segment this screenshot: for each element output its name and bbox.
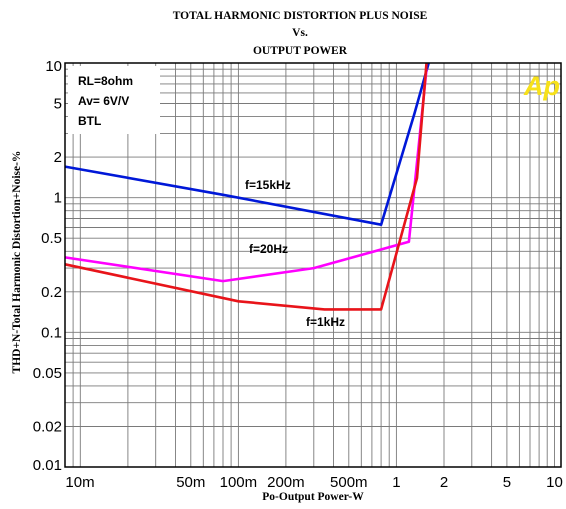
condition-mode: BTL bbox=[78, 114, 101, 128]
y-tick-label: 0.02 bbox=[33, 419, 62, 436]
series-label-1khz: f=1kHz bbox=[306, 315, 345, 329]
condition-gain: Av= 6V/V bbox=[78, 94, 129, 108]
x-tick-label: 5 bbox=[503, 474, 511, 491]
y-tick-label: 0.5 bbox=[41, 230, 62, 247]
x-tick-labels: 10m 50m 100m 200m 500m 1 2 5 10 bbox=[65, 474, 562, 491]
chart-title-line-3: OUTPUT POWER bbox=[253, 45, 348, 57]
conditions-box bbox=[68, 66, 160, 134]
y-tick-label: 0.05 bbox=[33, 365, 62, 382]
y-tick-labels: 10 5 2 1 0.5 0.2 0.1 0.05 0.02 0.01 bbox=[33, 58, 62, 474]
series-line-2 bbox=[64, 62, 428, 311]
y-tick-label: 1 bbox=[54, 190, 62, 207]
y-axis-label: THD+N-Total Harmonic Distortion+Noise-% bbox=[11, 151, 23, 374]
x-axis-label: Po-Output Power-W bbox=[262, 491, 364, 503]
series-lines bbox=[64, 62, 430, 311]
x-tick-label: 500m bbox=[330, 474, 368, 491]
ap-logo: Ap bbox=[523, 71, 560, 101]
y-tick-label: 0.2 bbox=[41, 284, 62, 301]
y-tick-label: 0.01 bbox=[33, 457, 62, 474]
chart-title-line-2: Vs. bbox=[292, 27, 308, 39]
y-tick-label: 0.1 bbox=[41, 324, 62, 341]
x-tick-label: 2 bbox=[440, 474, 448, 491]
y-tick-label: 5 bbox=[54, 96, 62, 113]
x-tick-label: 10m bbox=[65, 474, 94, 491]
y-tick-label: 2 bbox=[54, 149, 62, 166]
x-tick-label: 100m bbox=[220, 474, 258, 491]
series-line-0 bbox=[64, 62, 430, 226]
chart-title-line-1: TOTAL HARMONIC DISTORTION PLUS NOISE bbox=[173, 10, 428, 22]
x-tick-label: 50m bbox=[176, 474, 205, 491]
x-tick-label: 200m bbox=[267, 474, 305, 491]
plot-frame bbox=[64, 62, 562, 468]
condition-load: RL=8ohm bbox=[78, 74, 133, 88]
x-tick-label: 10 bbox=[546, 474, 563, 491]
grid-lines bbox=[65, 63, 561, 467]
series-label-15khz: f=15kHz bbox=[245, 178, 291, 192]
x-tick-label: 1 bbox=[392, 474, 400, 491]
series-label-20hz: f=20Hz bbox=[249, 242, 288, 256]
y-tick-label: 10 bbox=[45, 58, 62, 75]
